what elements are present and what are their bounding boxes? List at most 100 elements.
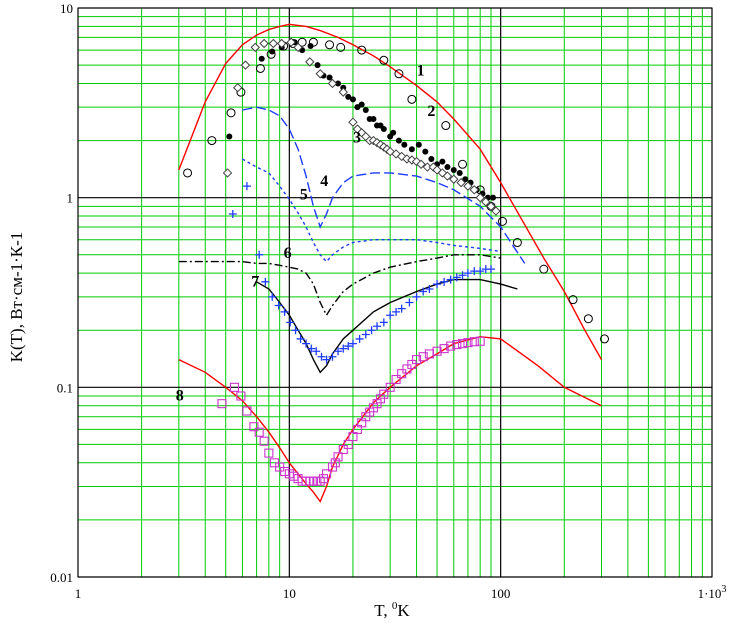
- point-square: [259, 436, 269, 446]
- point-diamond: [486, 201, 496, 212]
- point-plus: [268, 292, 277, 301]
- point-diamond: [416, 159, 426, 169]
- point-plus: [419, 287, 428, 296]
- curve-label-5: 5: [300, 186, 308, 203]
- points-2: [226, 39, 497, 201]
- point-plus: [476, 267, 485, 276]
- point-plus: [228, 210, 237, 219]
- point-dot: [408, 146, 415, 153]
- point-diamond: [259, 38, 269, 49]
- point-dot: [269, 48, 276, 55]
- curve-label-6: 6: [284, 245, 292, 262]
- point-square: [457, 339, 468, 349]
- point-diamond: [428, 162, 439, 172]
- point-diamond: [463, 181, 473, 191]
- point-diamond: [491, 206, 501, 216]
- point-diamond: [411, 156, 422, 167]
- point-square: [469, 337, 479, 347]
- point-dot: [390, 129, 397, 136]
- point-circle: [255, 63, 265, 73]
- x-tick-label: 10: [283, 586, 296, 601]
- point-square: [318, 474, 328, 484]
- point-plus: [255, 250, 264, 259]
- point-plus: [280, 307, 289, 316]
- point-dot: [490, 194, 497, 201]
- point-square: [280, 466, 290, 477]
- point-diamond: [240, 60, 251, 70]
- point-dot: [314, 62, 321, 69]
- point-circle: [325, 40, 335, 50]
- curve-label-3: 3: [353, 130, 361, 147]
- point-plus: [367, 326, 376, 335]
- curve-6-path: [178, 254, 501, 317]
- point-diamond: [449, 174, 459, 184]
- y-axis-label: K(T), Вт·см-1·К-1: [7, 232, 26, 363]
- point-plus: [446, 275, 455, 284]
- point-plus: [392, 307, 401, 316]
- point-square: [391, 374, 401, 385]
- point-plus: [328, 352, 337, 361]
- point-dot: [326, 74, 333, 81]
- point-square: [452, 340, 462, 350]
- point-plus: [361, 330, 370, 339]
- point-square: [264, 448, 274, 458]
- point-dot: [456, 169, 463, 176]
- point-plus: [339, 344, 348, 353]
- curve-1-path: [178, 23, 603, 360]
- curve-label-4: 4: [320, 173, 328, 190]
- point-plus: [397, 304, 406, 313]
- point-diamond: [481, 197, 491, 207]
- point-diamond: [250, 42, 260, 53]
- point-dot: [349, 96, 356, 103]
- point-plus: [433, 280, 442, 289]
- curve-4: [242, 106, 526, 264]
- point-plus: [286, 318, 295, 327]
- point-plus: [379, 318, 388, 327]
- point-square: [385, 382, 395, 392]
- point-plus: [334, 347, 343, 356]
- curve-labels: 1 2 3 45 6 7 8: [176, 63, 436, 405]
- point-square: [412, 355, 422, 365]
- point-square: [475, 336, 485, 346]
- point-diamond: [348, 117, 358, 127]
- point-square: [439, 344, 449, 354]
- point-circle: [568, 295, 578, 305]
- point-circle: [458, 159, 468, 169]
- point-plus: [274, 301, 283, 310]
- curve-5: [242, 158, 501, 263]
- point-diamond: [469, 185, 479, 195]
- point-dot: [439, 158, 446, 165]
- point-dot: [345, 93, 352, 100]
- curve-4-path: [242, 106, 526, 264]
- point-plus: [307, 344, 316, 353]
- point-square: [418, 352, 428, 362]
- point-dot: [415, 141, 422, 148]
- point-dot: [395, 137, 402, 144]
- point-square: [397, 369, 407, 379]
- point-dot: [362, 106, 369, 113]
- y-tick-label: 10: [60, 1, 73, 16]
- point-dot: [370, 115, 377, 122]
- point-plus: [486, 265, 495, 274]
- point-diamond: [456, 177, 466, 188]
- point-square: [338, 444, 348, 455]
- point-diamond: [268, 38, 279, 49]
- point-square: [407, 359, 417, 370]
- point-dot: [226, 133, 233, 140]
- point-dot: [380, 126, 387, 133]
- point-plus: [242, 182, 251, 191]
- point-dot: [401, 141, 408, 148]
- point-plus: [440, 277, 449, 286]
- point-plus: [322, 355, 331, 364]
- point-square: [379, 389, 389, 399]
- point-dot: [307, 43, 314, 50]
- point-diamond: [396, 151, 407, 162]
- point-circle: [297, 37, 307, 47]
- point-square: [315, 476, 325, 486]
- tick-labels: 1 10 100 1·103 0.01 0.1 1 10: [50, 1, 726, 601]
- point-plus: [425, 284, 434, 293]
- point-square: [463, 338, 473, 348]
- point-circle: [226, 108, 236, 118]
- curve-6: [178, 254, 501, 317]
